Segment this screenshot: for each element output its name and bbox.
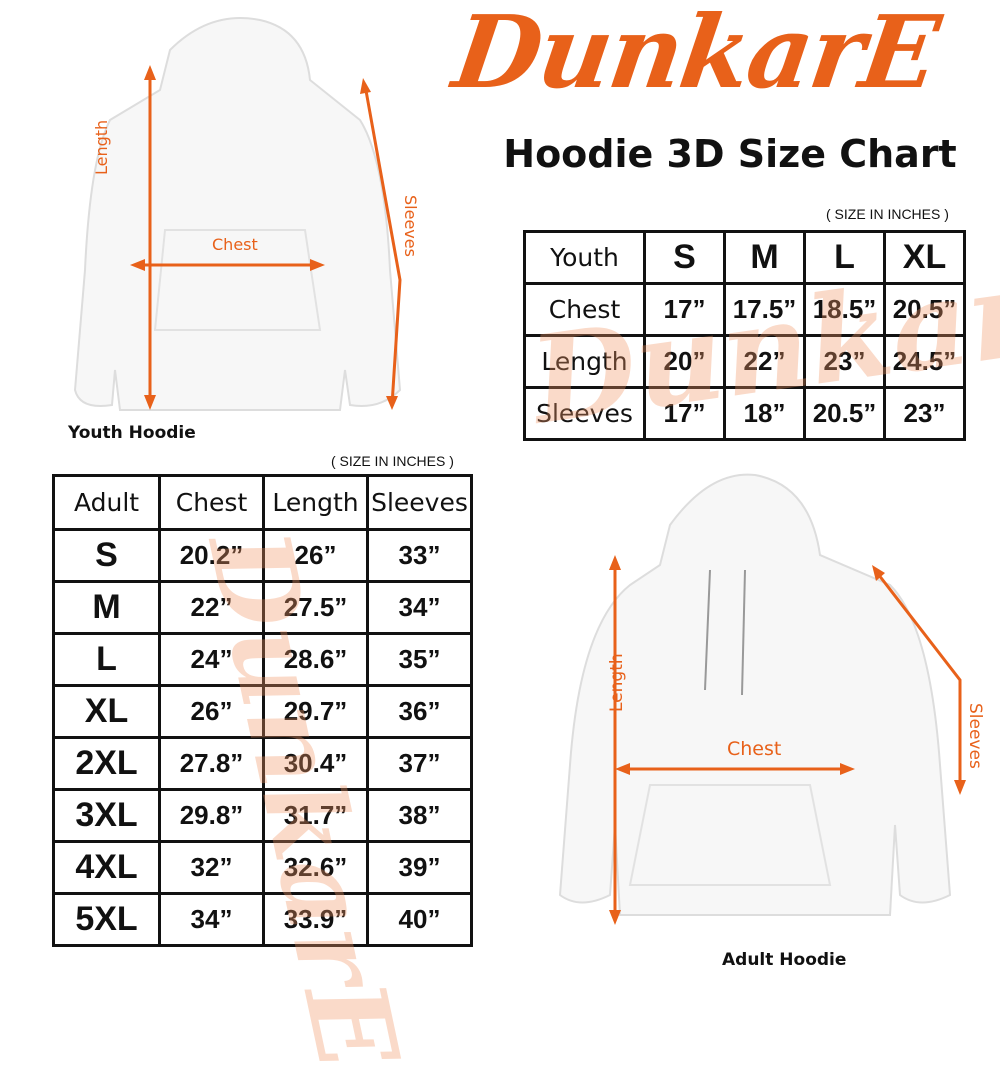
adult-chest-label: Chest bbox=[727, 738, 782, 760]
row-label: S bbox=[52, 528, 161, 583]
table-cell: 31.7” bbox=[262, 788, 369, 843]
table-cell: 20” bbox=[643, 334, 726, 389]
adult-sleeves-label: Sleeves bbox=[965, 703, 985, 769]
adult-hoodie-image bbox=[558, 473, 966, 925]
youth-hoodie-image bbox=[73, 17, 402, 411]
table-cell: 30.4” bbox=[262, 736, 369, 791]
row-label: L bbox=[52, 632, 161, 687]
youth-size-table: Youth S M L XL Chest 17” 17.5” 18.5” 20.5” Length 2… bbox=[523, 230, 966, 441]
table-row: 4XL 32” 32.6” 39” bbox=[52, 840, 473, 895]
table-cell: 38” bbox=[366, 788, 473, 843]
table-cell: 20.2” bbox=[158, 528, 265, 583]
youth-chest-label: Chest bbox=[212, 235, 258, 254]
table-cell: 17” bbox=[643, 282, 726, 337]
table-row: 5XL 34” 33.9” 40” bbox=[52, 892, 473, 947]
table-row: S 20.2” 26” 33” bbox=[52, 528, 473, 583]
row-label: Length bbox=[523, 334, 646, 389]
table-cell: 24.5” bbox=[883, 334, 966, 389]
page-title: Hoodie 3D Size Chart bbox=[503, 132, 957, 176]
column-header: Length bbox=[262, 474, 369, 531]
table-cell: 27.5” bbox=[262, 580, 369, 635]
table-row: L 24” 28.6” 35” bbox=[52, 632, 473, 687]
table-header-row: Youth S M L XL bbox=[523, 230, 966, 285]
column-header: Adult bbox=[52, 474, 161, 531]
table-cell: 23” bbox=[883, 386, 966, 441]
table-cell: 26” bbox=[262, 528, 369, 583]
column-header: XL bbox=[883, 230, 966, 285]
table-header-row: Adult Chest Length Sleeves bbox=[52, 474, 473, 531]
column-header: Chest bbox=[158, 474, 265, 531]
column-header: M bbox=[723, 230, 806, 285]
row-label: 4XL bbox=[52, 840, 161, 895]
column-header: S bbox=[643, 230, 726, 285]
column-header: Sleeves bbox=[366, 474, 473, 531]
table-cell: 29.7” bbox=[262, 684, 369, 739]
table-row: 3XL 29.8” 31.7” 38” bbox=[52, 788, 473, 843]
youth-sleeves-label: Sleeves bbox=[401, 195, 420, 257]
adult-length-label: Length bbox=[607, 653, 627, 712]
table-cell: 18.5” bbox=[803, 282, 886, 337]
table-cell: 23” bbox=[803, 334, 886, 389]
table-cell: 22” bbox=[158, 580, 265, 635]
table-cell: 18” bbox=[723, 386, 806, 441]
table-row: Chest 17” 17.5” 18.5” 20.5” bbox=[523, 282, 966, 337]
table-cell: 33.9” bbox=[262, 892, 369, 947]
table-cell: 17.5” bbox=[723, 282, 806, 337]
adult-size-note: ( SIZE IN INCHES ) bbox=[331, 453, 454, 469]
table-cell: 35” bbox=[366, 632, 473, 687]
table-row: M 22” 27.5” 34” bbox=[52, 580, 473, 635]
youth-size-note: ( SIZE IN INCHES ) bbox=[826, 206, 949, 222]
table-cell: 36” bbox=[366, 684, 473, 739]
table-cell: 33” bbox=[366, 528, 473, 583]
table-cell: 40” bbox=[366, 892, 473, 947]
table-cell: 37” bbox=[366, 736, 473, 791]
row-label: Chest bbox=[523, 282, 646, 337]
table-cell: 29.8” bbox=[158, 788, 265, 843]
adult-size-table: Adult Chest Length Sleeves S 20.2” 26” 33” M 22” 2… bbox=[52, 474, 473, 947]
table-row: XL 26” 29.7” 36” bbox=[52, 684, 473, 739]
table-row: Sleeves 17” 18” 20.5” 23” bbox=[523, 386, 966, 441]
table-cell: 34” bbox=[158, 892, 265, 947]
table-cell: 39” bbox=[366, 840, 473, 895]
table-cell: 28.6” bbox=[262, 632, 369, 687]
table-cell: 26” bbox=[158, 684, 265, 739]
column-header: Youth bbox=[523, 230, 646, 285]
table-cell: 22” bbox=[723, 334, 806, 389]
table-row: Length 20” 22” 23” 24.5” bbox=[523, 334, 966, 389]
adult-caption: Adult Hoodie bbox=[722, 950, 847, 970]
table-cell: 32” bbox=[158, 840, 265, 895]
row-label: 5XL bbox=[52, 892, 161, 947]
row-label: XL bbox=[52, 684, 161, 739]
table-cell: 27.8” bbox=[158, 736, 265, 791]
row-label: Sleeves bbox=[523, 386, 646, 441]
youth-caption: Youth Hoodie bbox=[68, 423, 196, 443]
youth-length-label: Length bbox=[92, 119, 111, 175]
row-label: M bbox=[52, 580, 161, 635]
table-cell: 17” bbox=[643, 386, 726, 441]
table-cell: 32.6” bbox=[262, 840, 369, 895]
row-label: 2XL bbox=[52, 736, 161, 791]
table-cell: 20.5” bbox=[883, 282, 966, 337]
table-row: 2XL 27.8” 30.4” 37” bbox=[52, 736, 473, 791]
brand-logo: DunkarE bbox=[446, 0, 945, 111]
column-header: L bbox=[803, 230, 886, 285]
table-cell: 20.5” bbox=[803, 386, 886, 441]
table-cell: 24” bbox=[158, 632, 265, 687]
row-label: 3XL bbox=[52, 788, 161, 843]
table-cell: 34” bbox=[366, 580, 473, 635]
